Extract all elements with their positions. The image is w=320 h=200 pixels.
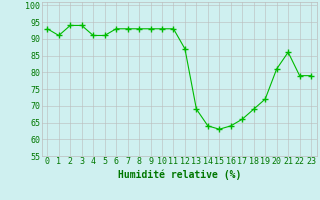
X-axis label: Humidité relative (%): Humidité relative (%) — [117, 169, 241, 180]
